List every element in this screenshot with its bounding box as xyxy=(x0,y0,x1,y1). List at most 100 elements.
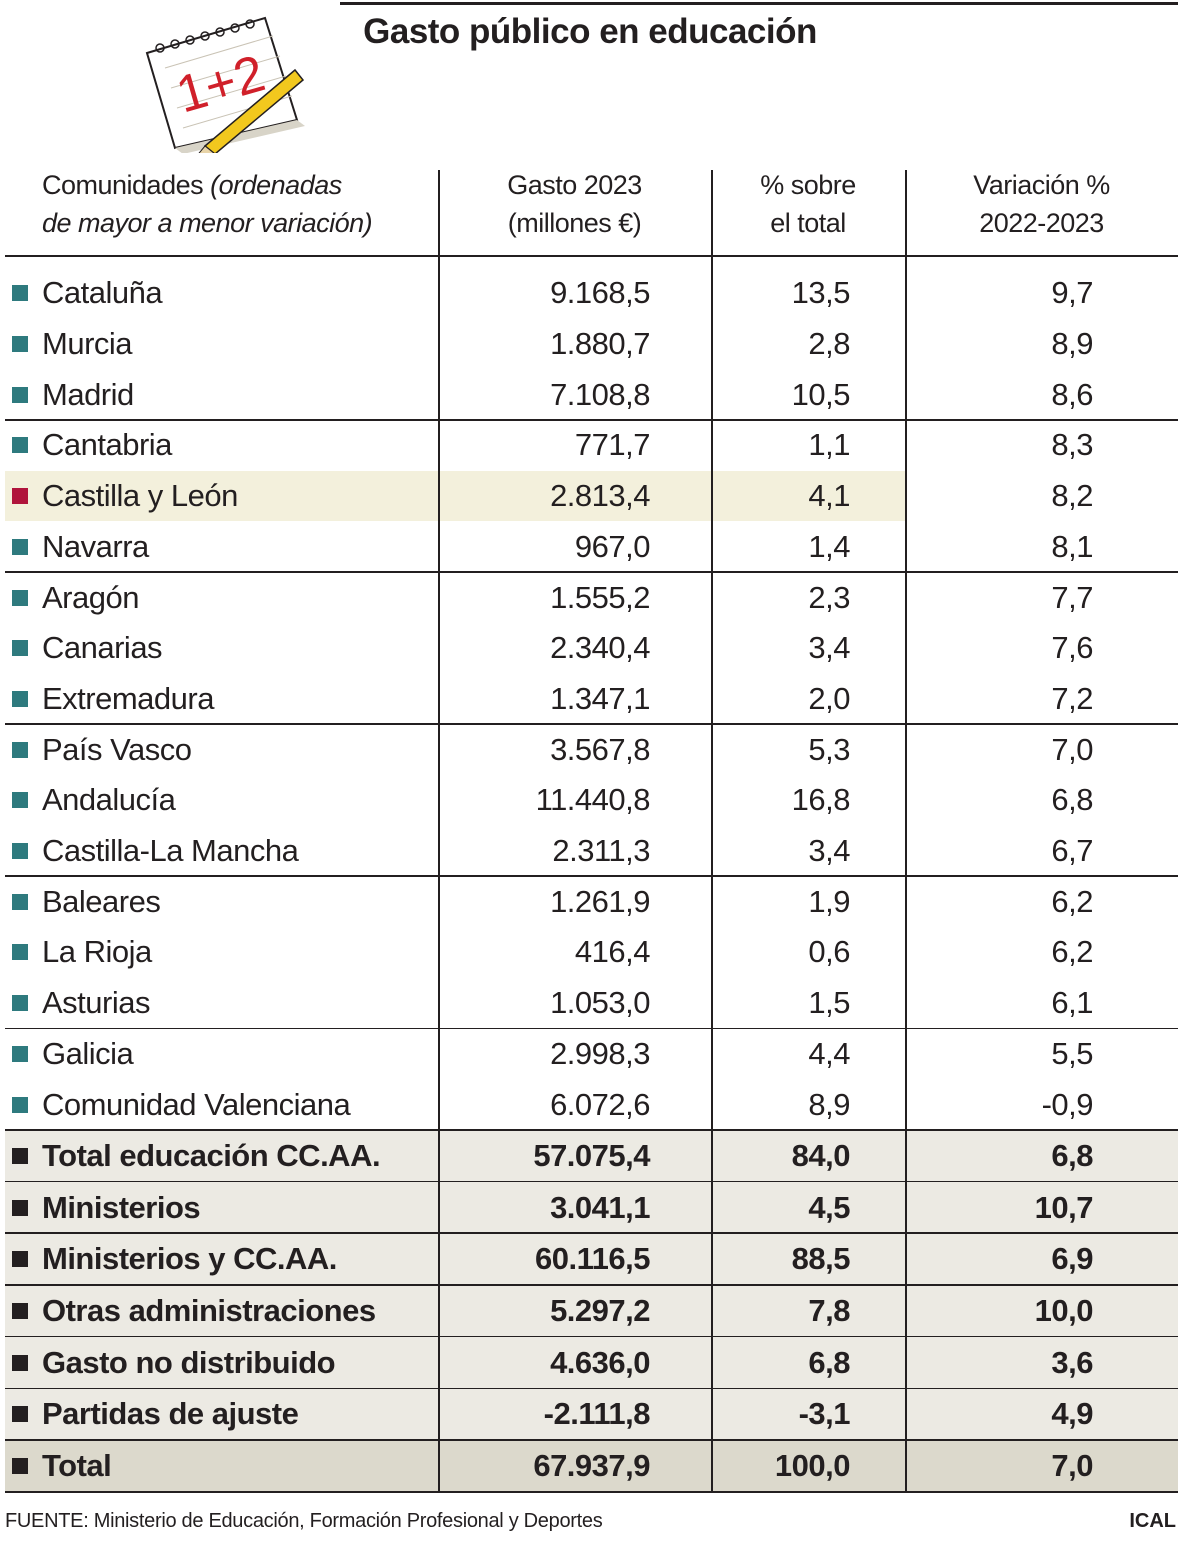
cell-pct: 10,5 xyxy=(791,376,851,412)
row-rule xyxy=(5,1180,1178,1183)
column-header: Comunidades (ordenadas de mayor a menor v… xyxy=(42,166,373,242)
cell-var: 7,6 xyxy=(1051,630,1093,666)
row-label: Baleares xyxy=(42,883,161,919)
column-rule xyxy=(438,170,440,1492)
cell-pct: 2,8 xyxy=(808,326,850,362)
row-marker xyxy=(12,386,28,403)
cell-gasto: 2.340,4 xyxy=(550,630,650,666)
cell-var: 6,9 xyxy=(1051,1241,1093,1277)
row-label: Madrid xyxy=(42,376,134,412)
cell-var: 10,0 xyxy=(1034,1292,1094,1328)
column-header: % sobre xyxy=(760,170,856,200)
group-rule xyxy=(5,419,1178,421)
row-marker xyxy=(12,1251,28,1268)
row-label: Comunidad Valenciana xyxy=(42,1086,351,1122)
cell-pct: 0,6 xyxy=(808,934,850,970)
cell-gasto: 1.053,0 xyxy=(550,985,650,1021)
row-marker xyxy=(12,285,28,302)
row-marker xyxy=(12,1096,28,1113)
total-band xyxy=(5,1233,1178,1286)
cell-pct: 13,5 xyxy=(791,275,851,311)
row-marker xyxy=(12,1354,28,1371)
cell-gasto: 11.440,8 xyxy=(535,782,651,818)
cell-gasto: 7.108,8 xyxy=(550,376,650,412)
cell-var: 7,0 xyxy=(1051,731,1093,767)
row-label: País Vasco xyxy=(42,731,192,767)
cell-pct: 4,5 xyxy=(808,1189,850,1225)
row-label: Cantabria xyxy=(42,427,172,463)
cell-pct: 84,0 xyxy=(791,1137,851,1173)
cell-gasto: 1.261,9 xyxy=(550,883,650,919)
cell-pct: 8,9 xyxy=(808,1086,850,1122)
source: FUENTE: Ministerio de Educación, Formaci… xyxy=(5,1510,603,1532)
highlight-band xyxy=(5,470,905,522)
cell-gasto: 1.555,2 xyxy=(550,579,650,615)
cell-gasto: 967,0 xyxy=(574,528,651,564)
row-marker xyxy=(12,1406,28,1423)
row-label: Total educación CC.AA. xyxy=(42,1137,381,1173)
cell-pct: 5,3 xyxy=(808,731,850,767)
row-marker xyxy=(12,640,28,657)
header-note: de mayor a menor variación) xyxy=(42,208,373,238)
cell-var: 4,9 xyxy=(1051,1396,1093,1432)
cell-gasto: 5.297,2 xyxy=(550,1292,650,1328)
row-label: Extremadura xyxy=(42,680,214,716)
total-band xyxy=(5,1285,1178,1337)
row-label: Canarias xyxy=(42,630,163,666)
row-rule xyxy=(5,1129,1178,1131)
cell-var: 8,3 xyxy=(1051,427,1093,463)
cell-var: -0,9 xyxy=(1041,1086,1094,1122)
row-marker xyxy=(12,690,28,707)
cell-var: 6,2 xyxy=(1051,883,1093,919)
cell-pct: 7,8 xyxy=(808,1292,850,1328)
row-label: Andalucía xyxy=(42,782,176,818)
cell-pct: 1,5 xyxy=(808,985,850,1021)
cell-gasto: 4.636,0 xyxy=(550,1344,650,1380)
cell-var: 10,7 xyxy=(1034,1189,1094,1225)
cell-var: 9,7 xyxy=(1051,275,1093,311)
row-marker xyxy=(12,1302,28,1319)
cell-var: 6,8 xyxy=(1051,1137,1093,1173)
cell-pct: 100,0 xyxy=(774,1448,851,1484)
cell-pct: 2,0 xyxy=(808,680,850,716)
cell-pct: 4,1 xyxy=(808,478,850,514)
row-label: Castilla y León xyxy=(42,478,238,514)
cell-gasto: 416,4 xyxy=(574,934,651,970)
cell-gasto: 57.075,4 xyxy=(533,1137,650,1173)
cell-var: 6,8 xyxy=(1051,782,1093,818)
cell-gasto: -2.111,8 xyxy=(543,1396,651,1432)
column-header: Gasto 2023 xyxy=(507,170,642,200)
cell-pct: 88,5 xyxy=(791,1241,851,1277)
cell-var: 3,6 xyxy=(1051,1344,1093,1380)
column-header: Variación % xyxy=(973,170,1110,200)
total-band xyxy=(5,1440,1178,1492)
row-label: Murcia xyxy=(42,326,133,362)
row-marker xyxy=(12,488,28,505)
row-marker xyxy=(12,538,28,555)
cell-gasto: 67.937,9 xyxy=(533,1448,650,1484)
total-band xyxy=(5,1130,1178,1182)
row-marker xyxy=(12,589,28,606)
total-band xyxy=(5,1181,1178,1234)
cell-gasto: 2.998,3 xyxy=(550,1035,650,1071)
cell-gasto: 60.116,5 xyxy=(535,1241,650,1277)
row-marker xyxy=(12,1147,28,1164)
cell-pct: 4,4 xyxy=(808,1035,850,1071)
row-marker xyxy=(12,1199,28,1216)
column-rule xyxy=(711,170,713,1492)
credit: ICAL xyxy=(1129,1510,1176,1532)
cell-var: 8,2 xyxy=(1051,478,1093,514)
row-marker xyxy=(12,893,28,910)
cell-var: 7,7 xyxy=(1051,579,1093,615)
column-header: (millones €) xyxy=(507,208,642,238)
cell-var: 5,5 xyxy=(1051,1035,1093,1071)
row-rule xyxy=(5,1387,1178,1389)
row-label: Ministerios xyxy=(42,1189,201,1225)
row-marker xyxy=(12,741,28,758)
cell-pct: 1,1 xyxy=(808,427,850,463)
row-marker xyxy=(12,944,28,961)
cell-gasto: 1.880,7 xyxy=(550,326,650,362)
row-rule xyxy=(5,1335,1178,1338)
top-rule xyxy=(340,2,1178,5)
